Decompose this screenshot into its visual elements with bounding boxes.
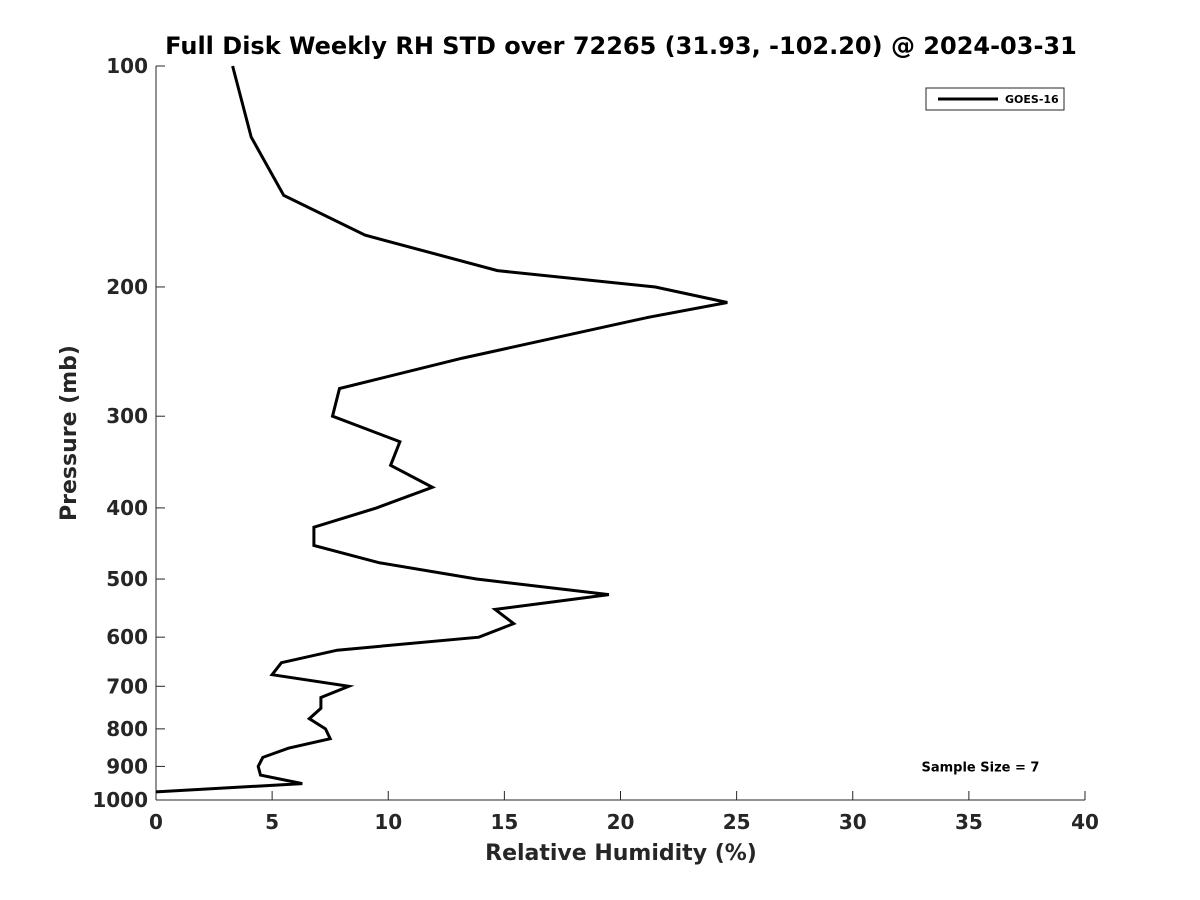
chart-title: Full Disk Weekly RH STD over 72265 (31.9…	[165, 32, 1077, 60]
series-line-goes-16	[155, 65, 728, 794]
y-tick-label: 300	[106, 404, 148, 428]
y-tick-label: 900	[106, 754, 148, 778]
x-tick-label: 15	[490, 810, 518, 834]
x-tick-label: 30	[839, 810, 867, 834]
x-tick-label: 40	[1071, 810, 1099, 834]
y-tick-label: 800	[106, 717, 148, 741]
y-tick-label: 700	[106, 674, 148, 698]
y-axis-label: Pressure (mb)	[57, 345, 82, 521]
y-tick-label: 400	[106, 496, 148, 520]
x-axis-label: Relative Humidity (%)	[485, 841, 757, 866]
x-tick-label: 20	[607, 810, 635, 834]
legend-label: GOES-16	[1005, 93, 1059, 106]
sample-size-annotation: Sample Size = 7	[921, 760, 1039, 775]
x-tick-label: 35	[955, 810, 983, 834]
x-tick-label: 10	[374, 810, 402, 834]
plot-area: 0 5 10 15 20 25 30 35 40 100 200 300 400 500 600 700 800…	[92, 54, 1099, 834]
y-tick-label: 600	[106, 625, 148, 649]
y-tick-label: 200	[106, 275, 148, 299]
y-tick-label: 100	[106, 54, 148, 78]
x-tick-label: 5	[265, 810, 279, 834]
y-tick-label: 500	[106, 567, 148, 591]
x-tick-label: 25	[723, 810, 751, 834]
y-tick-label: 1000	[92, 788, 148, 812]
x-tick-label: 0	[149, 810, 163, 834]
